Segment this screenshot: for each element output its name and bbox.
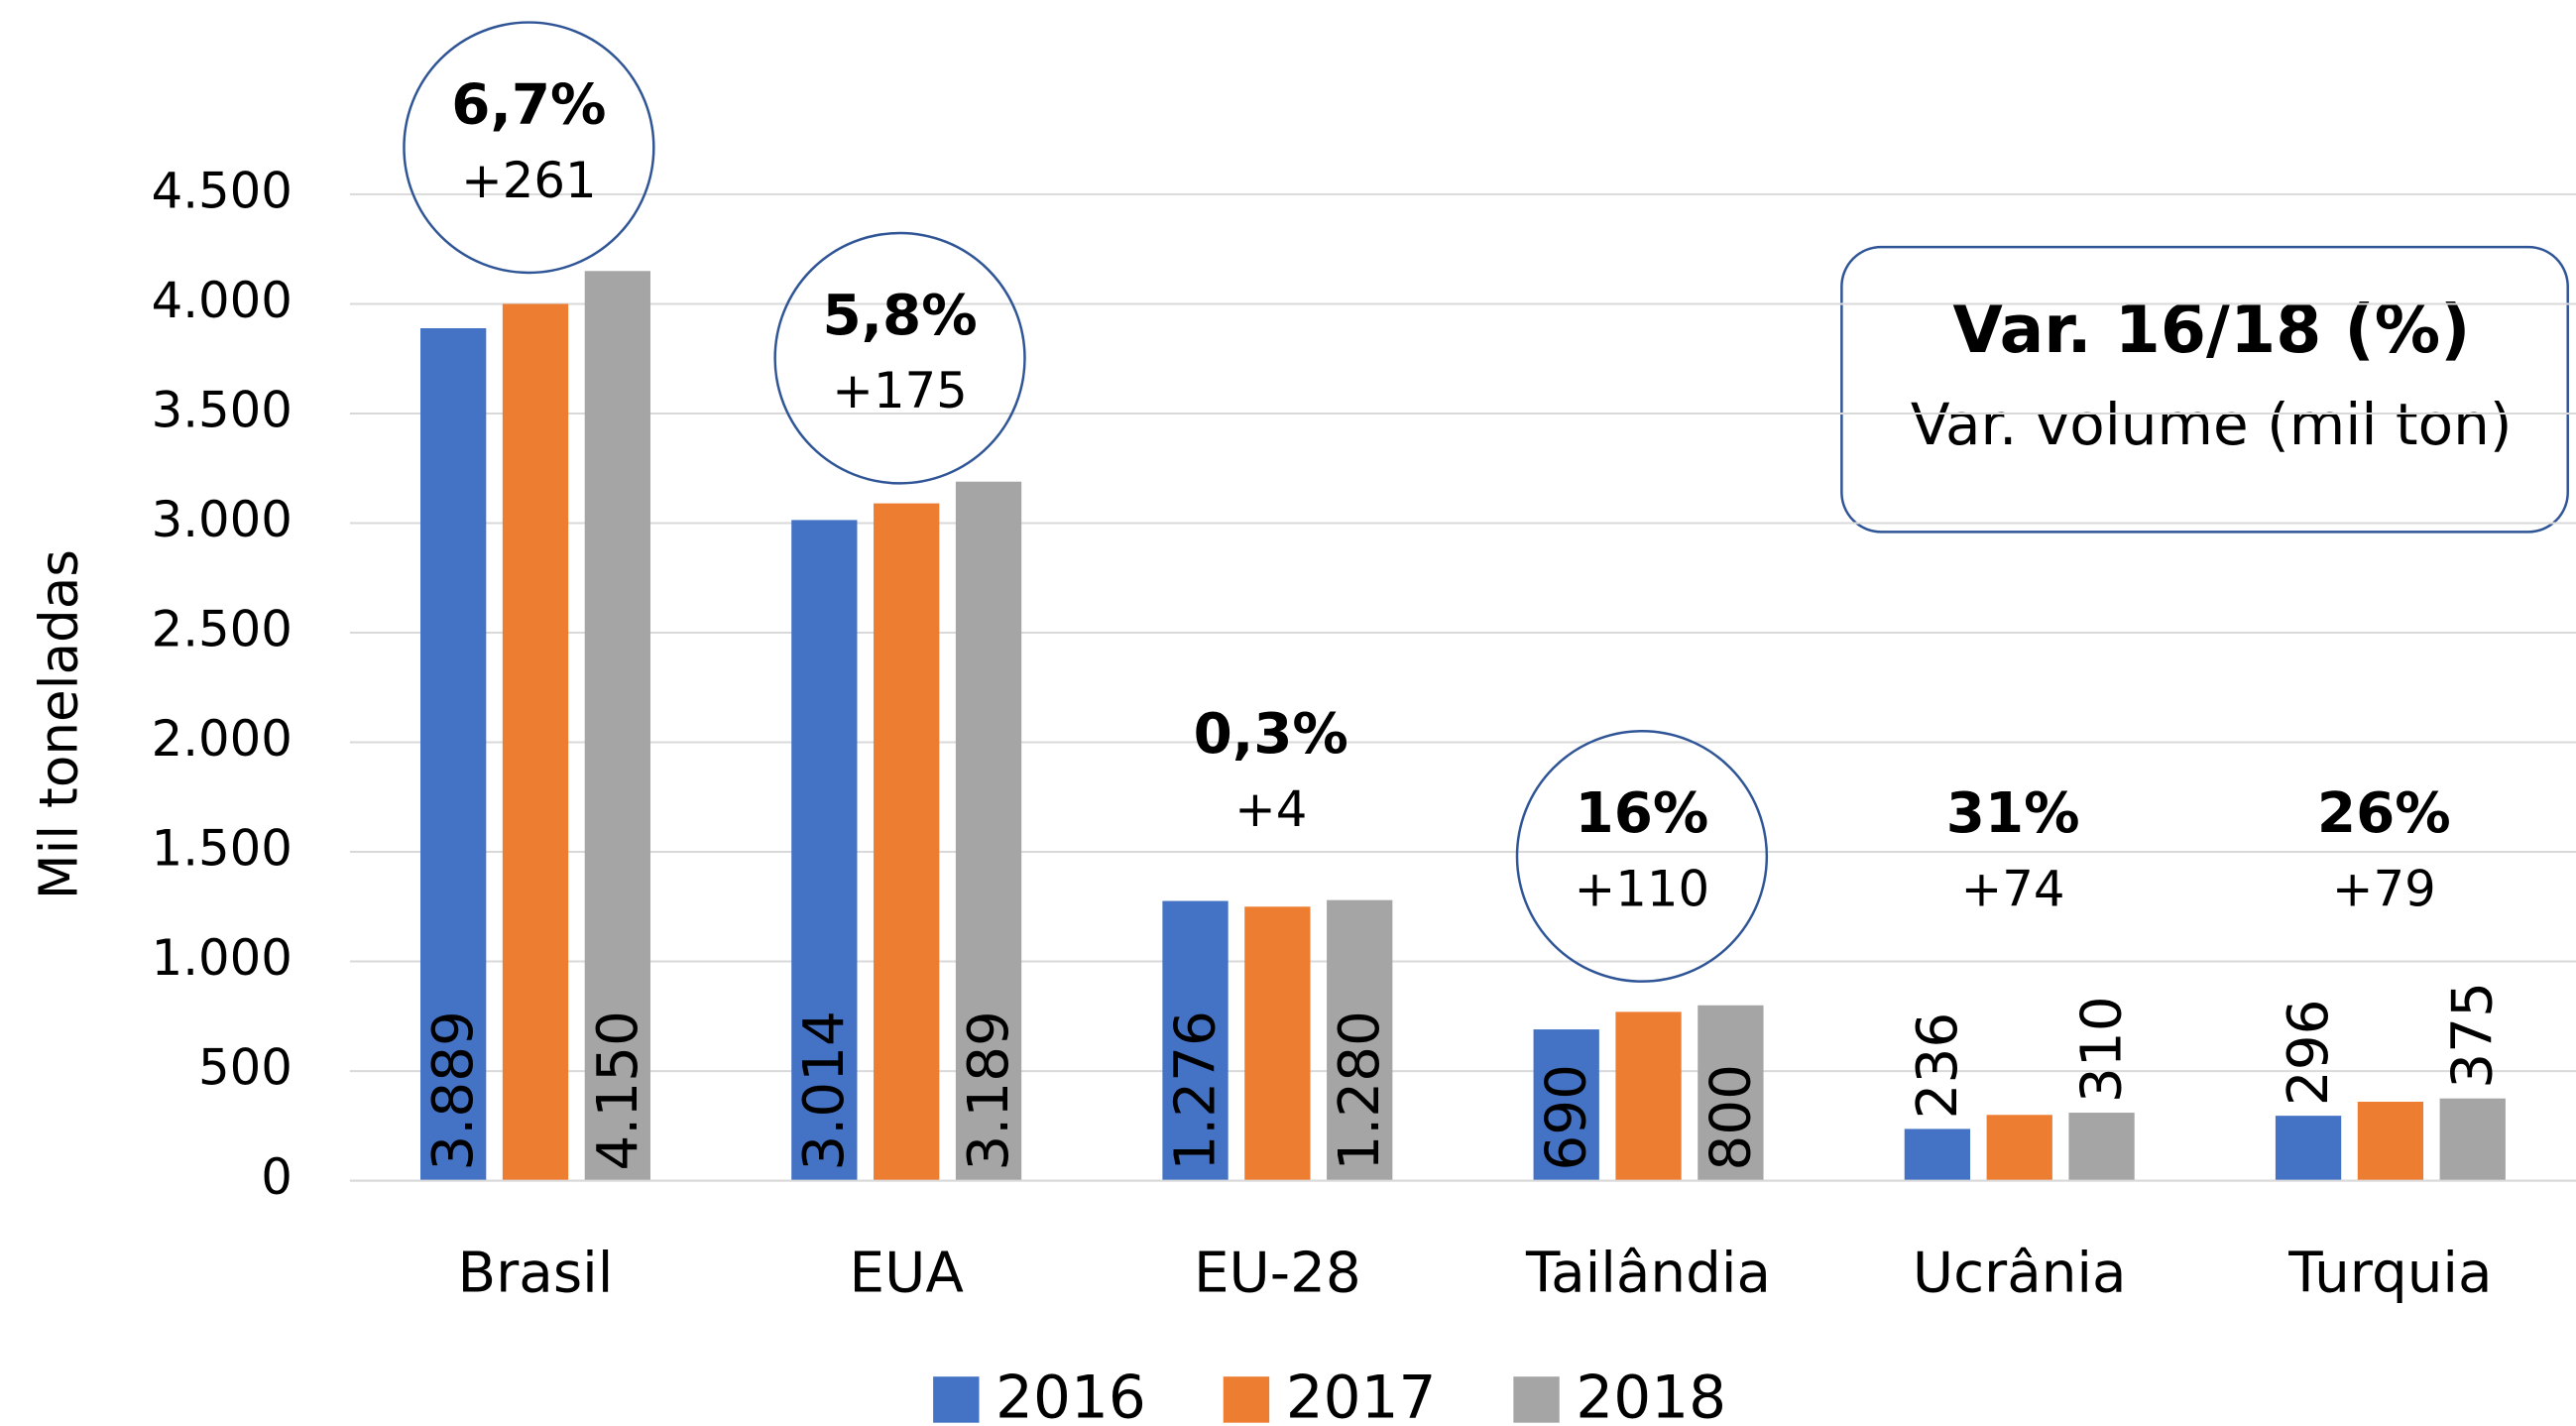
x-tick-label: Brasil [458,1241,614,1305]
data-label: 1.280 [1328,1010,1392,1171]
bar [1904,1129,1971,1181]
annotation-volume: +175 [832,362,968,419]
y-tick-label: 500 [198,1039,293,1097]
annotation-pct: 6,7% [451,72,606,137]
annotation-key-title: Var. 16/18 (%) [1952,291,2470,368]
annotation-circle [773,231,1026,485]
y-tick-label: 2.500 [152,600,293,657]
data-label: 375 [2441,982,2506,1089]
annotation-circle [1515,730,1769,983]
annotation-pct: 0,3% [1194,702,1348,767]
bar [874,503,940,1181]
y-tick-label: 4.000 [152,272,293,329]
y-tick-label: 0 [261,1148,293,1206]
data-label: 800 [1698,1064,1763,1171]
data-label: 236 [1906,1012,1970,1120]
annotation-volume: +110 [1575,860,1710,917]
data-label: 3.889 [421,1010,486,1171]
bar [1244,906,1311,1181]
legend-label: 2016 [995,1365,1146,1426]
bar [1533,1029,1599,1181]
y-tick-label: 1.500 [152,820,293,878]
y-tick-label: 4.500 [152,162,293,219]
bar [2275,1116,2342,1181]
data-label: 310 [2070,996,2135,1103]
bar [1986,1115,2052,1181]
data-label: 1.276 [1163,1010,1228,1171]
data-label: 4.150 [586,1010,650,1171]
annotation-volume: +4 [1234,780,1307,838]
annotation-pct: 5,8% [822,284,977,348]
y-tick-label: 2.000 [152,710,293,768]
annotation-volume: +79 [2332,860,2436,917]
x-tick-label: EUA [850,1241,965,1305]
legend-swatch [1513,1376,1560,1423]
annotation-key-box [1840,245,2569,534]
bar [584,271,650,1181]
bar [791,520,858,1181]
bar [1327,899,1393,1181]
annotation-key-subtitle: Var. volume (mil ton) [1911,391,2513,458]
data-label: 3.014 [792,1010,857,1171]
bar [1615,1011,1682,1181]
bar [1162,900,1229,1181]
annotation-pct: 31% [1946,781,2080,846]
y-tick-label: 3.500 [152,381,293,438]
legend-swatch [1223,1376,1270,1423]
legend-label: 2017 [1286,1365,1437,1426]
annotation-pct: 16% [1576,781,1709,846]
legend-label: 2018 [1576,1365,1726,1426]
data-label: 3.189 [957,1010,1021,1171]
annotation-volume: +261 [461,152,597,209]
data-label: 296 [2277,999,2341,1106]
bar [1698,1005,1764,1181]
y-axis-title: Mil toneladas [29,549,90,899]
x-tick-label: Turquia [2287,1241,2492,1305]
bar [2357,1102,2424,1181]
x-tick-label: Tailândia [1525,1241,1771,1305]
bar [2439,1098,2506,1181]
y-tick-label: 1.000 [152,929,293,987]
bar [955,481,1022,1181]
data-label: 690 [1535,1064,1599,1171]
bar [502,303,569,1181]
x-tick-label: Ucrânia [1913,1241,2127,1305]
x-tick-label: EU-28 [1194,1241,1361,1305]
legend-swatch [933,1376,980,1423]
bar [2068,1113,2135,1181]
annotation-volume: +74 [1961,860,2065,917]
annotation-circle [403,21,655,275]
y-tick-label: 3.000 [152,491,293,548]
annotation-pct: 26% [2317,781,2451,846]
bar [420,327,487,1181]
